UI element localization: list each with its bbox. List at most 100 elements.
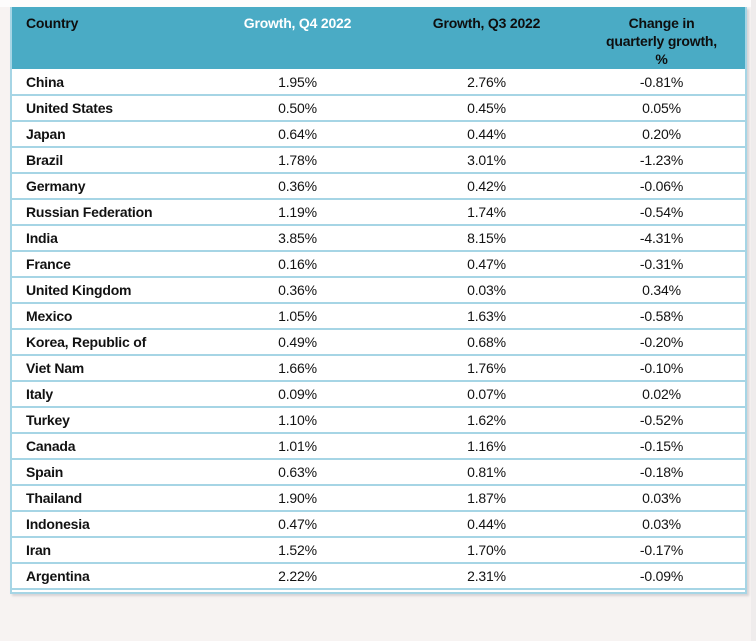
cell-value: 0.16% [200,251,395,278]
cell-value: 3.01% [395,147,578,174]
cell-value: 0.36% [200,173,395,200]
cell-value: 0.81% [395,459,578,486]
cell-value: -0.15% [578,433,745,460]
cell-value: -1.23% [578,147,745,174]
table-row: Argentina 2.22% 2.31% -0.09% [12,563,745,590]
cell-value: 0.02% [578,381,745,408]
cell-value: 1.90% [200,485,395,512]
cell-value: 1.95% [200,69,395,96]
table-row: Mexico 1.05% 1.63% -0.58% [12,303,745,330]
cell-value: 0.42% [395,173,578,200]
table-row: India 3.85% 8.15% -4.31% [12,225,745,252]
cell-value: 0.47% [200,511,395,538]
table-row: Russian Federation 1.19% 1.74% -0.54% [12,199,745,226]
table-row: Canada 1.01% 1.16% -0.15% [12,433,745,460]
cell-value: 0.09% [200,381,395,408]
cell-value: 1.62% [395,407,578,434]
cell-value: 0.47% [395,251,578,278]
cell-value: 0.07% [395,381,578,408]
cell-value: -0.17% [578,537,745,564]
cell-value: 2.31% [395,563,578,590]
cell-value: 1.05% [200,303,395,330]
cell-value: 0.03% [578,485,745,512]
table-row: Brazil 1.78% 3.01% -1.23% [12,147,745,174]
cell-value: 0.49% [200,329,395,356]
cell-country: Korea, Republic of [12,329,200,356]
page-right-edge [751,0,756,641]
column-header-change-label: Change in quarterly growth, % [606,15,717,67]
table-row: Japan 0.64% 0.44% 0.20% [12,121,745,148]
cell-value: 1.76% [395,355,578,382]
cell-country: Italy [12,381,200,408]
table-row: Turkey 1.10% 1.62% -0.52% [12,407,745,434]
table-body: China 1.95% 2.76% -0.81% United States 0.50% 0… [12,69,745,590]
table-row: Viet Nam 1.66% 1.76% -0.10% [12,355,745,382]
cell-country: Japan [12,121,200,148]
cell-value: 0.45% [395,95,578,122]
column-header-country: Country [12,7,200,69]
page-top-strip [0,0,756,7]
cell-value: -0.06% [578,173,745,200]
cell-country: China [12,69,200,96]
cell-value: -0.52% [578,407,745,434]
country-growth-table: Country Growth, Q4 2022 Growth, Q3 2022 … [12,7,745,590]
cell-country: Thailand [12,485,200,512]
cell-value: 0.68% [395,329,578,356]
cell-country: Iran [12,537,200,564]
cell-country: Canada [12,433,200,460]
cell-value: 1.01% [200,433,395,460]
column-header-growth-q4-2022: Growth, Q4 2022 [200,7,395,69]
cell-value: -0.81% [578,69,745,96]
cell-value: 1.52% [200,537,395,564]
cell-country: France [12,251,200,278]
cell-value: 1.78% [200,147,395,174]
cell-country: Brazil [12,147,200,174]
cell-country: Mexico [12,303,200,330]
column-header-growth-q3-2022: Growth, Q3 2022 [395,7,578,69]
cell-country: Viet Nam [12,355,200,382]
cell-value: 3.85% [200,225,395,252]
cell-country: United Kingdom [12,277,200,304]
cell-country: Spain [12,459,200,486]
cell-value: 2.76% [395,69,578,96]
cell-value: 0.03% [578,511,745,538]
cell-country: Indonesia [12,511,200,538]
cell-value: 1.66% [200,355,395,382]
cell-value: 0.36% [200,277,395,304]
cell-value: 0.50% [200,95,395,122]
table-row: Thailand 1.90% 1.87% 0.03% [12,485,745,512]
cell-value: -0.20% [578,329,745,356]
cell-country: United States [12,95,200,122]
cell-country: India [12,225,200,252]
cell-value: 1.63% [395,303,578,330]
cell-value: 0.34% [578,277,745,304]
cell-value: 1.87% [395,485,578,512]
cell-value: 0.44% [395,511,578,538]
cell-country: Germany [12,173,200,200]
cell-value: -4.31% [578,225,745,252]
cell-value: 0.44% [395,121,578,148]
table-row: Italy 0.09% 0.07% 0.02% [12,381,745,408]
table-row: United Kingdom 0.36% 0.03% 0.34% [12,277,745,304]
table-row: China 1.95% 2.76% -0.81% [12,69,745,96]
cell-value: 1.16% [395,433,578,460]
table-row: Iran 1.52% 1.70% -0.17% [12,537,745,564]
table-row: Spain 0.63% 0.81% -0.18% [12,459,745,486]
table-row: France 0.16% 0.47% -0.31% [12,251,745,278]
cell-value: -0.54% [578,199,745,226]
table-header: Country Growth, Q4 2022 Growth, Q3 2022 … [12,7,745,69]
cell-country: Argentina [12,563,200,590]
cell-country: Russian Federation [12,199,200,226]
growth-table: Country Growth, Q4 2022 Growth, Q3 2022 … [10,7,747,594]
cell-value: 0.63% [200,459,395,486]
cell-value: -0.31% [578,251,745,278]
cell-value: -0.58% [578,303,745,330]
table-row: Korea, Republic of 0.49% 0.68% -0.20% [12,329,745,356]
cell-value: 1.10% [200,407,395,434]
table-row: United States 0.50% 0.45% 0.05% [12,95,745,122]
table-row: Germany 0.36% 0.42% -0.06% [12,173,745,200]
cell-value: 0.03% [395,277,578,304]
cell-value: -0.09% [578,563,745,590]
cell-value: 2.22% [200,563,395,590]
